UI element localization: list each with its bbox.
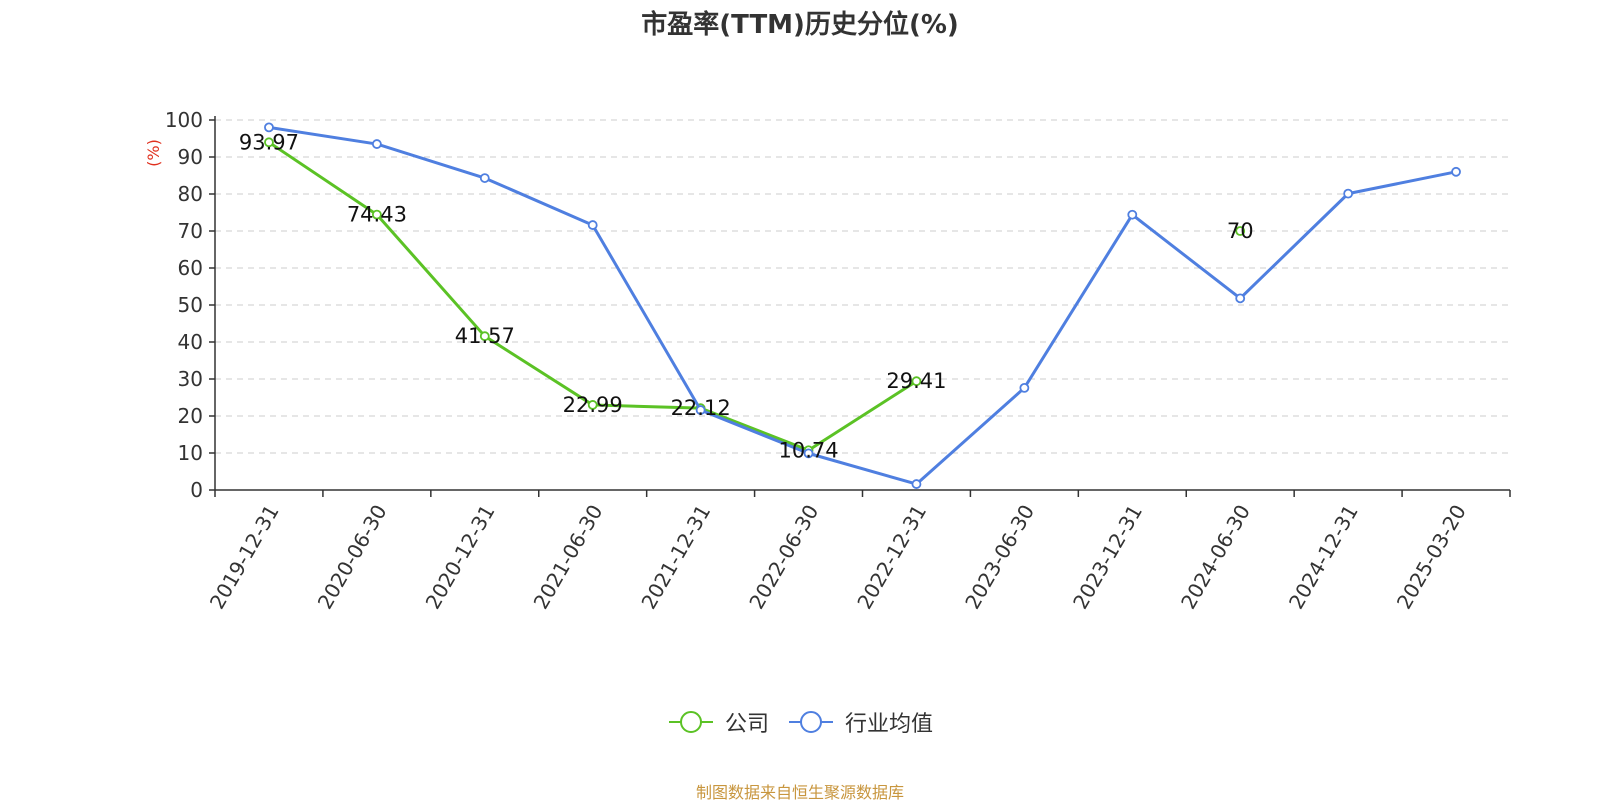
- y-tick-label: 0: [190, 478, 203, 502]
- data-labels-layer: 93.97 74.43 41.57 22.99 22.12 10.74 29.41 70: [239, 130, 1254, 462]
- data-point: [1019, 382, 1030, 393]
- legend-item-industry-avg[interactable]: 行业均值: [787, 706, 933, 738]
- data-point: [1235, 226, 1246, 236]
- data-label: 93.97: [239, 130, 299, 154]
- legend-swatch-industry-avg: [789, 711, 833, 733]
- x-tick-label: 2020-06-30: [313, 501, 392, 614]
- legend-label-company: 公司: [724, 712, 769, 737]
- y-tick-label: 10: [178, 441, 203, 465]
- data-label: 22.99: [563, 393, 623, 417]
- legend-swatch-company: [668, 711, 713, 733]
- series-company: [264, 137, 1246, 456]
- data-point: [587, 220, 598, 230]
- data-point: [371, 139, 382, 149]
- data-label: 74.43: [347, 203, 407, 227]
- y-tick-label: 40: [178, 330, 203, 354]
- x-tick-label: 2022-12-31: [852, 500, 931, 613]
- y-axis-ticks: 0 10 20 30 40 50 60 70 80 90 100: [165, 108, 215, 502]
- x-tick-label: 2021-12-31: [636, 501, 715, 614]
- grid-lines: [215, 119, 1510, 454]
- data-point: [587, 400, 598, 410]
- data-label: 70: [1227, 219, 1254, 243]
- x-tick-label: 2023-12-31: [1068, 501, 1147, 614]
- x-tick-label: 2020-12-31: [421, 500, 500, 613]
- data-point: [911, 376, 922, 387]
- x-tick-label: 2025-03-20: [1392, 501, 1471, 614]
- x-tick-label: 2023-06-30: [960, 501, 1039, 614]
- legend-item-company[interactable]: 公司: [667, 706, 769, 738]
- data-label: 41.57: [455, 324, 515, 348]
- data-point: [264, 137, 274, 148]
- data-label: 29.41: [886, 369, 946, 393]
- chart-title: 市盈率(TTM)历史分位(%): [641, 10, 959, 40]
- y-axis-label: (%): [144, 139, 163, 167]
- data-label: 10.74: [778, 438, 838, 462]
- y-tick-label: 100: [165, 108, 203, 132]
- y-tick-label: 70: [178, 219, 203, 243]
- y-tick-label: 50: [178, 293, 203, 317]
- legend-label-industry-avg: 行业均值: [845, 712, 934, 737]
- y-tick-label: 30: [178, 367, 203, 391]
- data-point: [479, 331, 490, 342]
- series-layer: [264, 122, 1461, 489]
- x-tick-label: 2021-06-30: [529, 501, 608, 614]
- data-point: [1127, 209, 1138, 220]
- y-tick-label: 90: [178, 145, 203, 169]
- data-point: [479, 173, 490, 183]
- data-source-note: 制图数据来自恒生聚源数据库: [695, 783, 904, 802]
- x-tick-label: 2019-12-31: [205, 501, 284, 614]
- data-point: [1343, 188, 1354, 199]
- data-point: [371, 209, 382, 220]
- data-label: 22.12: [671, 396, 731, 420]
- data-point: [695, 405, 706, 415]
- y-tick-label: 20: [178, 404, 203, 428]
- legend: 公司 行业均值: [0, 706, 1600, 738]
- data-point: [264, 122, 274, 133]
- data-point: [803, 448, 814, 459]
- data-point: [911, 479, 922, 489]
- data-point: [1451, 166, 1461, 177]
- series-industry-avg: [264, 122, 1461, 489]
- x-axis-ticks: 2019-12-31 2020-06-30 2020-12-31 2021-06-30…: [205, 490, 1511, 614]
- x-tick-label: 2024-06-30: [1176, 501, 1255, 614]
- y-tick-label: 80: [178, 182, 203, 206]
- x-tick-label: 2024-12-31: [1284, 501, 1363, 614]
- data-point: [1235, 293, 1246, 304]
- series-line: [268, 125, 1457, 486]
- y-tick-label: 60: [178, 256, 203, 280]
- axes: [214, 116, 1510, 491]
- x-tick-label: 2022-06-30: [744, 501, 823, 614]
